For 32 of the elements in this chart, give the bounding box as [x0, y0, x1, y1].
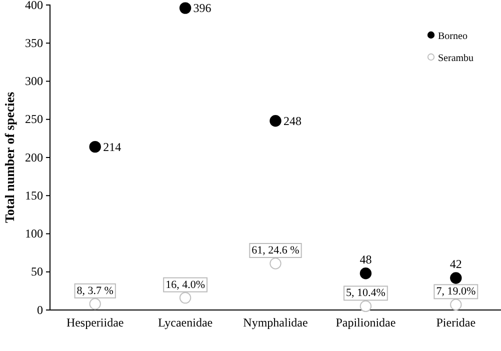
y-tick-label: 100 [25, 226, 43, 241]
data-label: 42 [450, 256, 462, 271]
legend-label: Serambu [438, 53, 474, 64]
data-label: 396 [193, 1, 212, 16]
y-tick-label: 250 [25, 112, 43, 126]
x-tick-label: Papilionidae [336, 316, 396, 330]
point [89, 298, 101, 310]
data-label: 48 [360, 252, 372, 266]
point [450, 298, 462, 311]
y-tick-label: 150 [25, 188, 43, 202]
x-tick-label: Pieridae [436, 316, 476, 330]
x-tick-label: Nymphalidae [243, 316, 308, 330]
point [179, 2, 192, 14]
y-axis-title: Total number of species [2, 92, 17, 224]
y-tick-label: 300 [25, 74, 43, 88]
point [270, 258, 282, 270]
x-tick-label: Hesperiidae [66, 316, 124, 330]
y-tick-label: 0 [37, 302, 43, 317]
x-tick-label: Lycaenidae [158, 316, 213, 330]
y-tick-label: 400 [25, 0, 43, 12]
point [270, 115, 282, 127]
point [179, 292, 192, 304]
y-tick-label: 50 [31, 264, 43, 279]
y-tick-label: 350 [25, 36, 43, 50]
legend-label: Borneo [438, 31, 468, 42]
point [89, 140, 101, 153]
data-label: 248 [284, 114, 302, 128]
point [450, 272, 462, 284]
point [360, 300, 372, 312]
point [360, 268, 372, 280]
data-label: 214 [103, 140, 122, 154]
y-tick-label: 200 [25, 150, 43, 164]
